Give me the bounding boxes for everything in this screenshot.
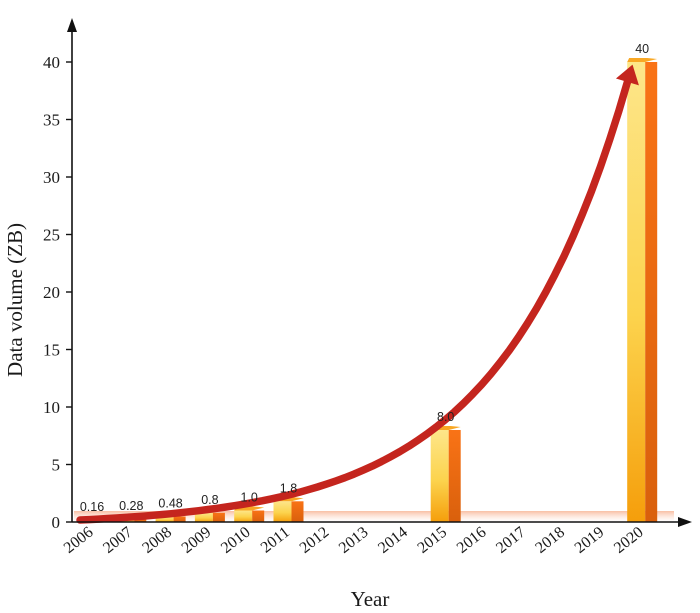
bar-front-face: [155, 516, 174, 522]
x-axis-arrowhead: [678, 517, 692, 527]
bar-front-face: [234, 510, 253, 522]
x-tick-label: 2014: [375, 524, 411, 557]
y-tick-label: 30: [43, 168, 60, 187]
data-label-2008: 0.48: [158, 496, 182, 510]
y-tick-label: 15: [43, 341, 60, 360]
x-tick-label: 2010: [218, 524, 254, 557]
trend-arrow-head: [615, 64, 639, 86]
bar-side-face: [252, 510, 265, 522]
x-tick-label: 2013: [336, 524, 372, 557]
bar-2015: [430, 426, 461, 522]
x-tick-label: 2015: [414, 524, 450, 557]
data-label-2007: 0.28: [119, 499, 143, 513]
x-tick-label: 2018: [532, 524, 568, 557]
bar-2020: [627, 58, 658, 522]
data-label-2011: 1.8: [280, 481, 297, 495]
bar-side-face: [448, 430, 461, 522]
bar-2011: [273, 497, 304, 522]
bar-side-face: [645, 62, 658, 522]
bar-front-face: [194, 512, 213, 522]
x-tick-label: 2009: [179, 524, 215, 557]
x-tick-label: 2016: [454, 524, 490, 557]
x-tick-label: 2011: [258, 524, 293, 557]
data-label-2010: 1.0: [241, 491, 258, 505]
y-axis-title: Data volume (ZB): [3, 223, 27, 377]
x-tick-label: 2017: [493, 524, 529, 557]
data-label-2015: 8.0: [437, 410, 454, 424]
bar-side-face: [291, 501, 304, 522]
data-label-2006: 0.16: [80, 500, 104, 514]
bar-front-face: [430, 430, 449, 522]
bar-side-face: [212, 512, 225, 522]
x-tick-label: 2008: [139, 524, 175, 557]
x-tick-label: 2019: [572, 524, 608, 557]
y-tick-label: 0: [52, 513, 61, 532]
x-tick-label: 2012: [297, 524, 333, 557]
data-label-2009: 0.8: [201, 493, 218, 507]
bar-front-face: [273, 501, 292, 522]
y-tick-label: 5: [52, 456, 61, 475]
y-tick-label: 25: [43, 226, 60, 245]
x-tick-label: 2007: [100, 524, 136, 557]
x-tick-label: 2006: [61, 524, 97, 557]
y-tick-label: 20: [43, 283, 60, 302]
y-tick-label: 10: [43, 398, 60, 417]
y-axis-arrowhead: [67, 18, 77, 32]
bar-side-face: [173, 516, 186, 522]
y-tick-label: 40: [43, 53, 60, 72]
trend-arrow-shaft: [76, 76, 632, 524]
baseline-glow: [74, 511, 674, 522]
bar-side-face: [134, 518, 147, 522]
x-axis-title: Year: [351, 587, 390, 611]
bar-top-face: [627, 58, 658, 62]
bar-front-face: [627, 62, 646, 522]
y-tick-label: 35: [43, 111, 60, 130]
data-label-2020: 40: [635, 42, 649, 56]
x-tick-label: 2020: [611, 524, 647, 557]
